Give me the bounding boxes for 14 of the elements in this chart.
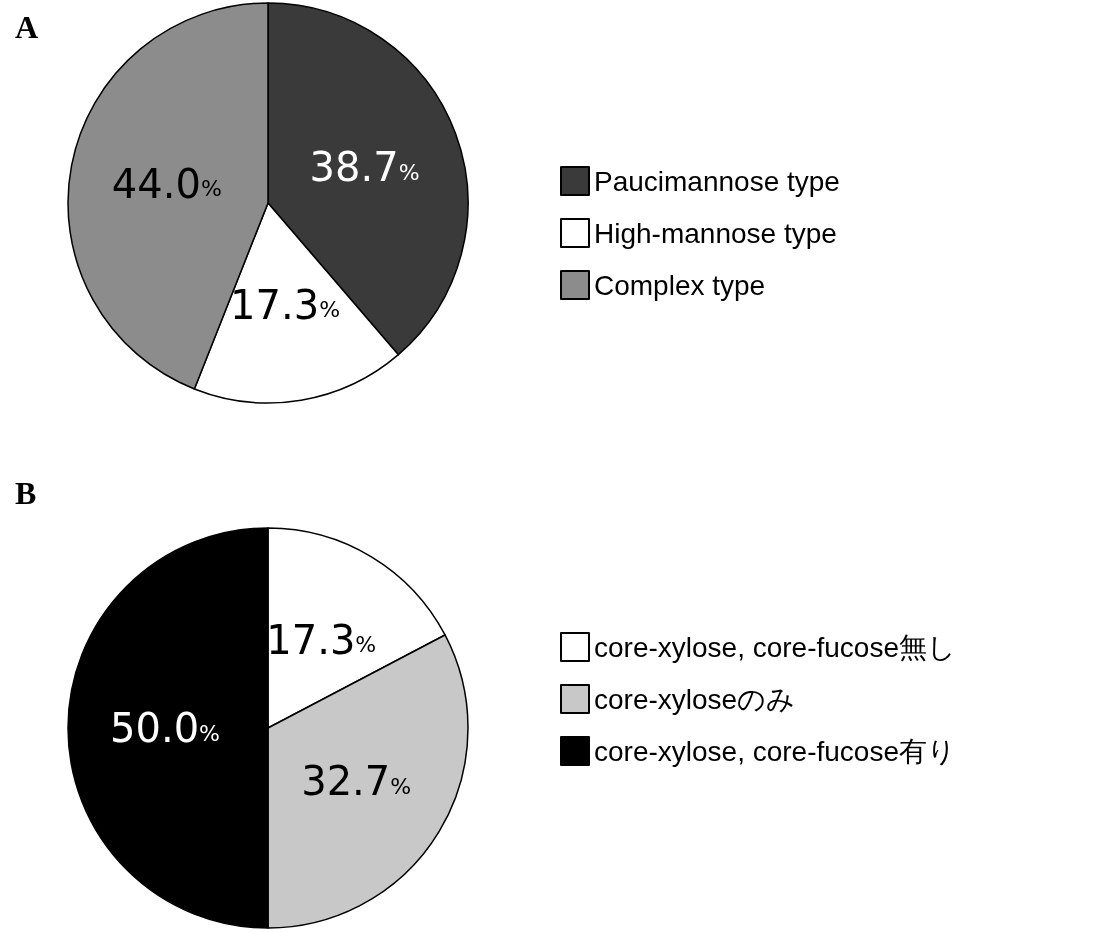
data-label: 32.7%: [301, 758, 412, 805]
data-label: 17.3%: [266, 616, 377, 663]
data-label: 17.3%: [230, 281, 341, 328]
chart-title: B: [15, 475, 37, 511]
legend-label: core-xylose, core-fucose有り: [594, 735, 957, 767]
chart-title: A: [15, 9, 39, 45]
legend-label: High-mannose type: [594, 217, 837, 249]
data-label: 38.7%: [309, 144, 420, 191]
data-label: 50.0%: [110, 705, 220, 751]
data-label: 44.0%: [111, 160, 222, 207]
legend-label: Paucimannose type: [594, 165, 840, 197]
legend-label: core-xylose, core-fucose無し: [594, 631, 957, 663]
legend-label: Complex type: [594, 269, 766, 301]
legend-label: core-xyloseのみ: [594, 683, 796, 715]
